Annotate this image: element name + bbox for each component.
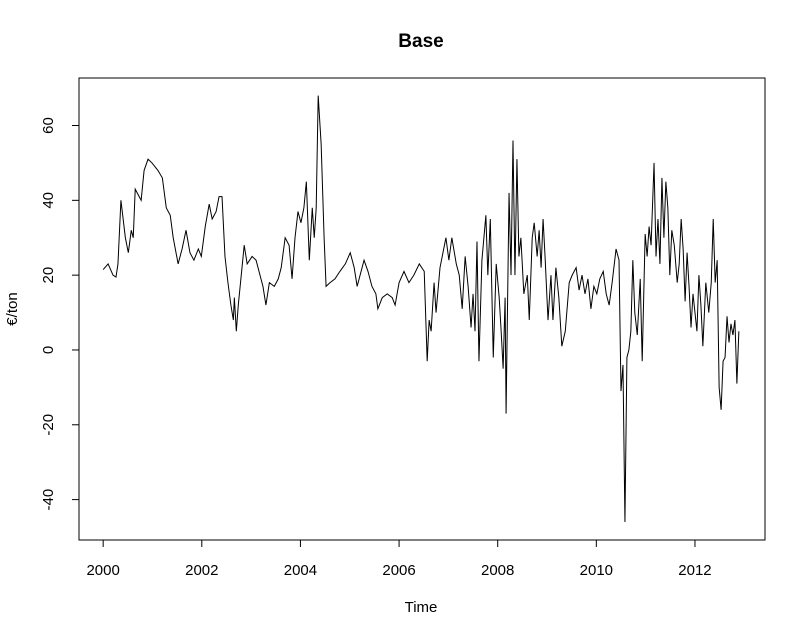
y-tick-label: -40: [40, 489, 57, 511]
x-tick-label: 2002: [185, 562, 218, 579]
y-tick-label: -20: [40, 414, 57, 436]
y-tick-label: 40: [40, 192, 57, 209]
x-tick-label: 2012: [678, 562, 711, 579]
x-tick-label: 2010: [580, 562, 613, 579]
series-line: [102, 95, 740, 523]
x-axis-label: Time: [405, 599, 438, 616]
y-axis-label: €/ton: [4, 292, 21, 325]
x-tick-label: 2006: [382, 562, 415, 579]
x-tick-label: 2004: [284, 562, 317, 579]
x-tick-label: 2008: [481, 562, 514, 579]
y-tick-label: 0: [40, 346, 57, 354]
y-tick-label: 60: [40, 117, 57, 134]
x-tick-label: 2000: [86, 562, 119, 579]
plot-box: [78, 77, 766, 541]
y-tick-label: 20: [40, 267, 57, 284]
chart-title: Base: [398, 31, 443, 52]
